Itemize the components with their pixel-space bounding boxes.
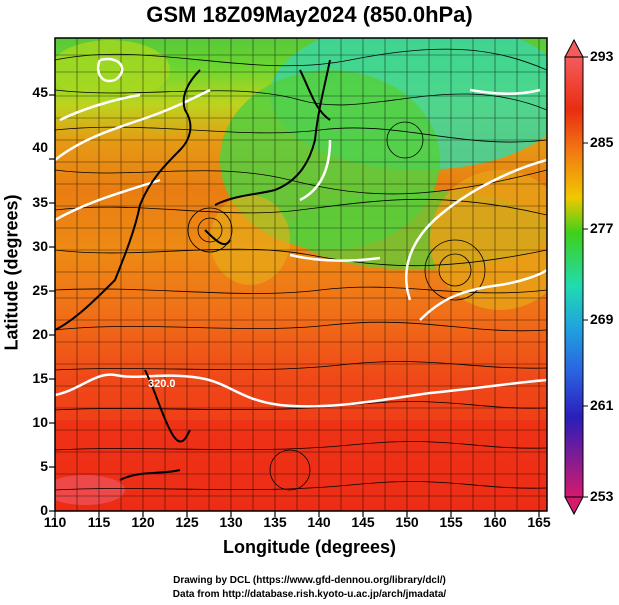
colorbar-tick-label: 277 bbox=[590, 220, 614, 236]
colorbar-min-arrow bbox=[564, 496, 584, 516]
axis-ticks bbox=[49, 94, 540, 517]
y-tick-label: 40 bbox=[32, 139, 48, 155]
y-tick-label: 5 bbox=[40, 458, 48, 474]
y-tick-label: 35 bbox=[32, 194, 48, 210]
x-tick-label: 115 bbox=[87, 514, 111, 530]
y-tick-label: 45 bbox=[32, 84, 48, 100]
x-tick-label: 150 bbox=[395, 514, 419, 530]
y-tick-label: 10 bbox=[32, 414, 48, 430]
y-axis-title: Latitude (degrees) bbox=[1, 194, 22, 351]
y-tick-label: 30 bbox=[32, 238, 48, 254]
x-tick-label: 140 bbox=[307, 514, 331, 530]
colorbar-max-arrow bbox=[564, 38, 584, 58]
credit-drawing: Drawing by DCL (https://www.gfd-dennou.o… bbox=[173, 575, 446, 586]
x-tick-label: 110 bbox=[43, 514, 67, 530]
colorbar-tick-label: 253 bbox=[590, 488, 614, 504]
map-title: GSM 18Z09May2024 (850.0hPa) bbox=[146, 2, 473, 27]
x-axis-title: Longitude (degrees) bbox=[222, 537, 396, 557]
x-tick-label: 160 bbox=[483, 514, 507, 530]
x-tick-label: 125 bbox=[175, 514, 199, 530]
colorbar-tick-label: 269 bbox=[590, 311, 614, 327]
x-tick-label: 135 bbox=[263, 514, 287, 530]
grid-lines bbox=[55, 38, 547, 511]
x-tick-label: 130 bbox=[219, 514, 243, 530]
theta-contours bbox=[55, 57, 547, 408]
y-tick-label: 0 bbox=[40, 502, 48, 518]
x-tick-label: 165 bbox=[527, 514, 551, 530]
contour-label: 320.0 bbox=[148, 378, 176, 390]
colorbar-tick-label: 293 bbox=[590, 48, 614, 64]
colorbar-tick-label: 261 bbox=[590, 397, 614, 413]
x-tick-label: 155 bbox=[439, 514, 463, 530]
credit-data: Data from http://database.rish.kyoto-u.a… bbox=[172, 589, 447, 600]
colorbar bbox=[564, 38, 588, 516]
colorbar-tick-label: 285 bbox=[590, 134, 614, 150]
coastlines bbox=[55, 59, 331, 481]
temperature-field bbox=[55, 38, 547, 511]
y-tick-label: 25 bbox=[32, 282, 48, 298]
y-tick-label: 20 bbox=[32, 326, 48, 342]
plot-frame bbox=[54, 37, 548, 512]
x-tick-label: 120 bbox=[131, 514, 155, 530]
x-tick-label: 145 bbox=[351, 514, 375, 530]
y-tick-label: 15 bbox=[32, 370, 48, 386]
